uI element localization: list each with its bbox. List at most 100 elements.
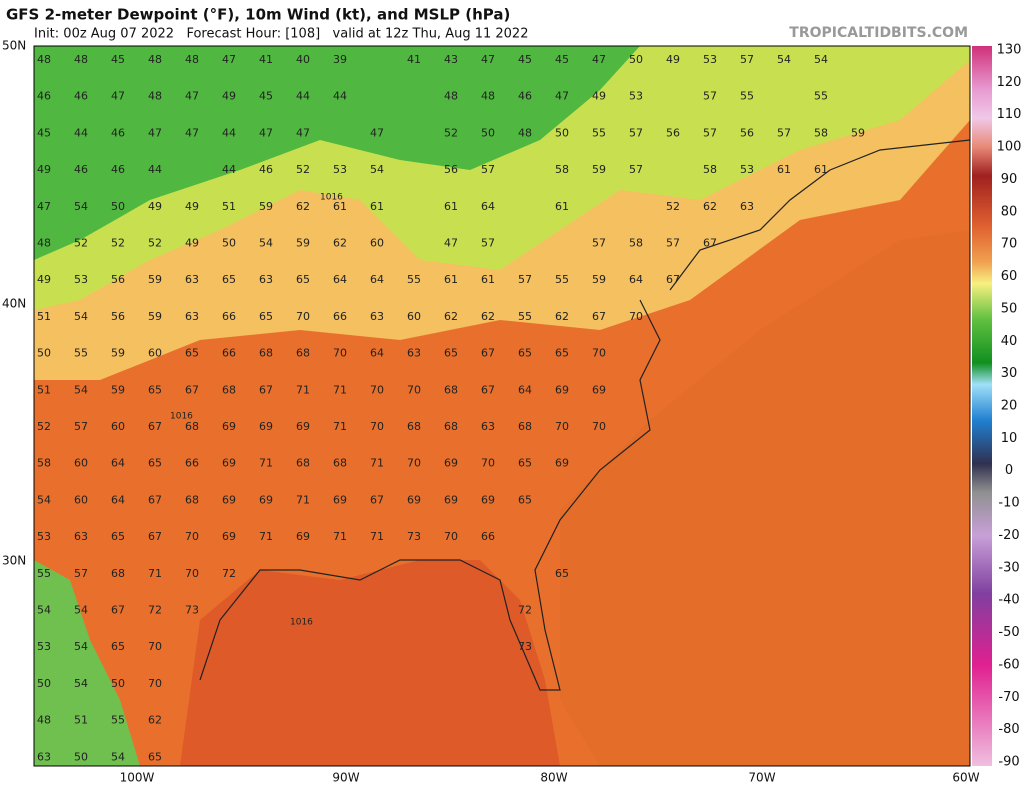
station-value: 67 — [148, 493, 162, 506]
station-value: 45 — [111, 53, 125, 66]
station-value: 65 — [185, 347, 199, 360]
station-value: 61 — [444, 200, 458, 213]
station-value: 47 — [111, 90, 125, 103]
station-value: 51 — [222, 200, 236, 213]
colorbar-label: 100 — [997, 140, 1022, 155]
station-value: 64 — [629, 273, 643, 286]
station-value: 45 — [259, 90, 273, 103]
station-value: 47 — [296, 126, 310, 139]
station-value: 49 — [37, 163, 51, 176]
station-value: 53 — [37, 640, 51, 653]
station-value: 49 — [222, 90, 236, 103]
station-value: 55 — [37, 567, 51, 580]
station-value: 47 — [592, 53, 606, 66]
station-value: 54 — [370, 163, 384, 176]
station-value: 69 — [222, 493, 236, 506]
lat-label: 30N — [2, 554, 26, 568]
station-value: 67 — [666, 273, 680, 286]
station-value: 56 — [111, 273, 125, 286]
station-value: 63 — [407, 347, 421, 360]
station-value: 60 — [370, 237, 384, 250]
station-value: 54 — [777, 53, 791, 66]
coastline — [199, 299, 661, 691]
station-value: 63 — [740, 200, 754, 213]
station-value: 57 — [666, 237, 680, 250]
station-value: 71 — [333, 530, 347, 543]
station-value: 64 — [370, 347, 384, 360]
station-value: 51 — [74, 714, 88, 727]
station-value: 71 — [370, 530, 384, 543]
station-value: 44 — [74, 126, 88, 139]
station-value: 68 — [259, 347, 273, 360]
station-value: 57 — [703, 90, 717, 103]
station-value: 62 — [148, 714, 162, 727]
station-value: 63 — [259, 273, 273, 286]
colorbar-label: 20 — [1001, 399, 1018, 414]
station-value: 70 — [592, 347, 606, 360]
station-value: 60 — [74, 493, 88, 506]
station-value: 54 — [37, 493, 51, 506]
station-values: 48 48 45 48 48 47 41 40 39 41 43 47 45 45 47 50 49 53 57 54… — [37, 53, 865, 763]
station-value: 69 — [259, 493, 273, 506]
station-value: 55 — [814, 90, 828, 103]
station-value: 70 — [333, 347, 347, 360]
station-value: 47 — [444, 237, 458, 250]
station-value: 59 — [592, 273, 606, 286]
station-value: 57 — [740, 53, 754, 66]
colorbar-label: 70 — [1001, 237, 1018, 252]
station-value: 48 — [37, 237, 51, 250]
station-value: 72 — [222, 567, 236, 580]
station-value: 65 — [222, 273, 236, 286]
station-value: 51 — [37, 310, 51, 323]
station-value: 69 — [555, 383, 569, 396]
station-value: 46 — [37, 90, 51, 103]
station-value: 68 — [407, 420, 421, 433]
station-value: 63 — [370, 310, 384, 323]
station-value: 69 — [296, 420, 310, 433]
station-value: 61 — [333, 200, 347, 213]
station-value: 69 — [407, 493, 421, 506]
station-value: 65 — [148, 750, 162, 763]
station-value: 53 — [703, 53, 717, 66]
station-value: 64 — [111, 457, 125, 470]
station-value: 61 — [444, 273, 458, 286]
station-value: 69 — [481, 493, 495, 506]
station-value: 50 — [555, 126, 569, 139]
station-value: 66 — [222, 347, 236, 360]
station-value: 52 — [666, 200, 680, 213]
station-value: 67 — [481, 383, 495, 396]
colorbar-label: 40 — [1001, 334, 1018, 349]
colorbar-label: -20 — [998, 528, 1019, 543]
station-value: 60 — [74, 457, 88, 470]
station-value: 62 — [333, 237, 347, 250]
station-value: 67 — [185, 383, 199, 396]
colorbar-label: 120 — [997, 75, 1022, 90]
colorbar-label: 110 — [997, 107, 1022, 122]
station-value: 47 — [555, 90, 569, 103]
map-frame — [33, 45, 971, 767]
station-value: 54 — [37, 604, 51, 617]
station-value: 59 — [296, 237, 310, 250]
station-value: 68 — [333, 457, 347, 470]
colorbar-ticks: 1301201101009080706050403020100-10-20-30… — [997, 43, 1022, 770]
station-value: 59 — [592, 163, 606, 176]
station-value: 59 — [259, 200, 273, 213]
station-value: 49 — [185, 237, 199, 250]
station-value: 67 — [111, 604, 125, 617]
lon-label: 100W — [120, 771, 155, 785]
station-value: 60 — [148, 347, 162, 360]
station-value: 58 — [37, 457, 51, 470]
station-value: 73 — [185, 604, 199, 617]
station-value: 40 — [296, 53, 310, 66]
colorbar-label: 60 — [1001, 269, 1018, 284]
station-value: 65 — [518, 457, 532, 470]
station-value: 70 — [296, 310, 310, 323]
station-value: 47 — [259, 126, 273, 139]
station-value: 58 — [629, 237, 643, 250]
station-value: 59 — [111, 383, 125, 396]
station-value: 59 — [148, 273, 162, 286]
station-value: 49 — [592, 90, 606, 103]
station-value: 62 — [481, 310, 495, 323]
colorbar-label: 80 — [1001, 204, 1018, 219]
station-value: 69 — [444, 493, 458, 506]
